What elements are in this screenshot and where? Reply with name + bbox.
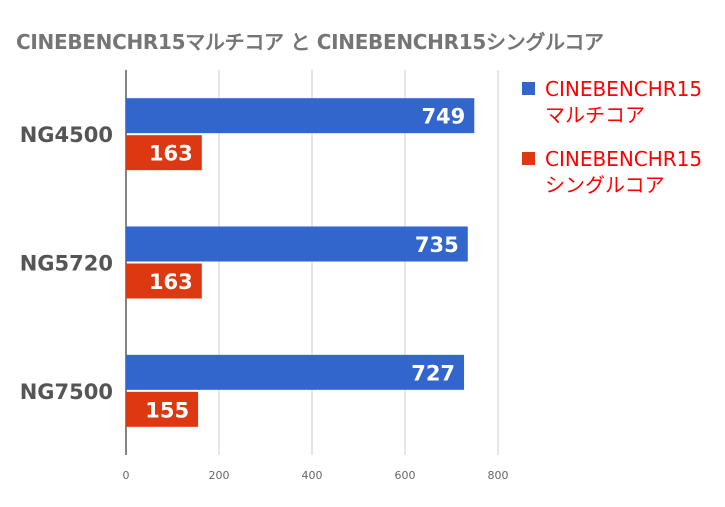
legend-item-singlecore[interactable]: CINEBENCHR15シングルコア [522,146,722,198]
x-tick-label: 800 [488,469,509,482]
bar-multicore[interactable] [126,226,468,262]
bar-singlecore[interactable] [126,391,199,427]
legend-swatch-singlecore [522,152,535,165]
bar-value-label: 727 [411,361,455,385]
legend: CINEBENCHR15マルチコア CINEBENCHR15シングルコア [522,76,722,216]
bar-value-label: 163 [149,142,193,166]
bar-value-label: 163 [149,270,193,294]
category-label: NG4500 [20,123,113,147]
bar-value-label: 735 [415,233,459,257]
category-label: NG5720 [20,252,113,276]
legend-swatch-multicore [522,82,535,95]
chart-title: CINEBENCHR15マルチコア と CINEBENCHR15シングルコア [16,30,604,54]
bar-multicore[interactable] [126,354,465,390]
bar-value-label: 155 [145,398,189,422]
x-tick-label: 400 [302,469,323,482]
x-tick-label: 0 [123,469,130,482]
legend-label-multicore: CINEBENCHR15マルチコア [545,77,703,127]
bar-singlecore[interactable] [126,135,202,171]
legend-label-singlecore: CINEBENCHR15シングルコア [545,147,703,197]
legend-item-multicore[interactable]: CINEBENCHR15マルチコア [522,76,722,128]
x-tick-label: 600 [395,469,416,482]
category-label: NG7500 [20,380,113,404]
bar-value-label: 749 [421,105,465,129]
bar-multicore[interactable] [126,98,475,134]
x-tick-label: 200 [209,469,230,482]
bar-singlecore[interactable] [126,263,202,299]
